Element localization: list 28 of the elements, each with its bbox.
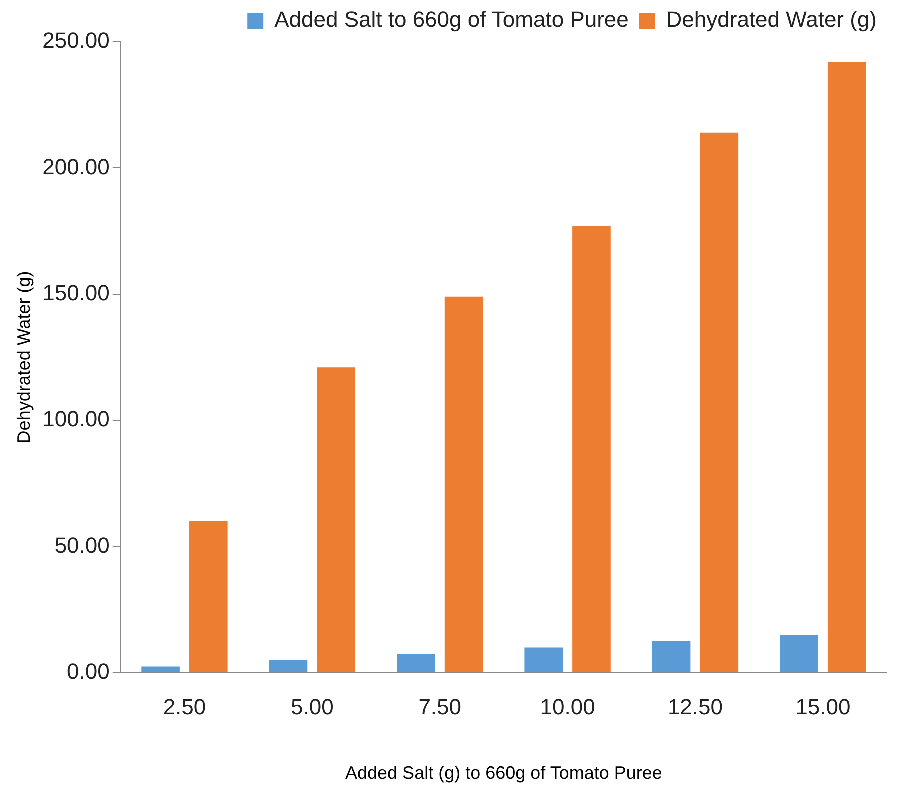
bar [142,666,180,672]
bar [700,132,739,672]
bar [444,296,484,672]
y-axis-title: Dehydrated Water (g) [14,271,34,444]
bar [317,368,356,672]
bar [524,648,563,672]
x-tick-label: 5.00 [291,694,334,720]
legend-label: Added Salt to 660g of Tomato Puree [274,7,629,32]
y-tick-label: 100.00 [42,406,110,432]
bar [397,654,436,672]
x-tick-label: 10.00 [540,694,596,720]
bar [190,522,228,672]
x-tick-label: 15.00 [796,694,851,720]
bar [652,641,691,672]
x-tick-label: 7.50 [418,694,462,720]
legend-label: Dehydrated Water (g) [666,7,878,32]
x-tick-label: 2.50 [163,694,206,720]
bar [780,635,818,672]
y-tick-label: 0.00 [67,659,110,684]
y-tick-label: 200.00 [42,154,110,180]
x-tick-label: 12.50 [668,694,724,720]
bar [269,660,308,672]
y-tick-label: 150.00 [42,280,110,306]
y-tick-label: 50.00 [54,532,110,558]
bar [572,226,611,672]
y-tick-label: 250.00 [42,28,110,54]
bar [828,62,866,672]
x-axis-title: Added Salt (g) to 660g of Tomato Puree [346,763,662,784]
